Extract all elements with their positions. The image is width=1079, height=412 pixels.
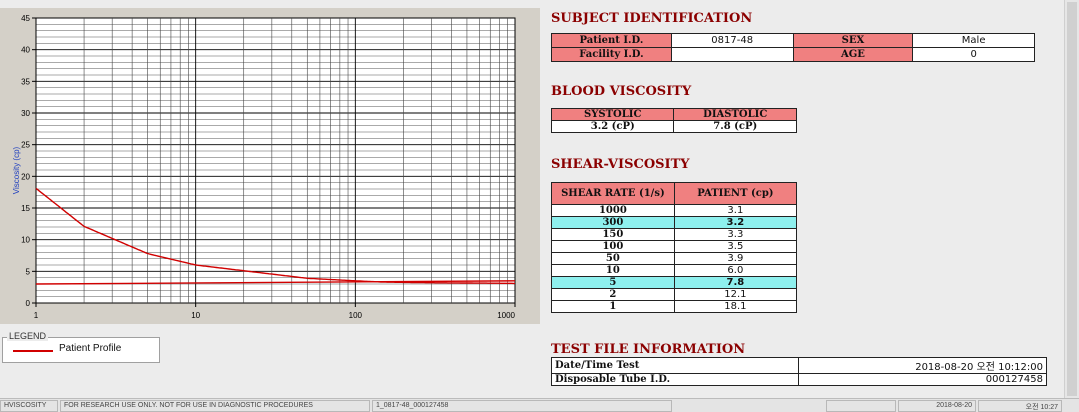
patient-cp-cell: 6.0 (673, 264, 798, 277)
y-tick-label: 30 (21, 109, 30, 118)
shear-row: 2 12.1 (551, 288, 798, 301)
subject-table: Patient I.D. 0817-48 SEX Male Facility I… (551, 33, 1035, 62)
plot-area (35, 17, 516, 304)
legend-title: LEGEND (7, 331, 49, 341)
patient-cp-cell: 3.3 (673, 228, 798, 241)
shear-viscosity-title: SHEAR-VISCOSITY (551, 157, 690, 172)
y-tick-label: 40 (21, 46, 30, 55)
series-line-1 (35, 280, 516, 285)
status-app: HVISCOSITY (0, 400, 58, 412)
legend-swatch-patient-profile (13, 350, 53, 352)
legend-label-patient-profile: Patient Profile (59, 343, 122, 354)
shear-rate-cell: 1 (551, 300, 675, 313)
status-notice: FOR RESEARCH USE ONLY. NOT FOR USE IN DI… (60, 400, 370, 412)
disposable-tube-label: Disposable Tube I.D. (550, 373, 800, 386)
legend: LEGEND Patient Profile (2, 331, 160, 363)
shear-rate-cell: 300 (551, 216, 675, 229)
test-file-information-title: TEST FILE INFORMATION (551, 342, 746, 357)
age-label: AGE (792, 47, 914, 62)
shear-viscosity-table: SHEAR RATE (1/s) PATIENT (cp) 1000 3.1 300… (551, 182, 798, 313)
sex-value: Male (912, 33, 1035, 48)
patient-cp-cell: 3.2 (673, 216, 798, 229)
x-tick-label: 100 (349, 311, 363, 320)
scrollbar-thumb[interactable] (1067, 2, 1077, 396)
shear-rate-cell: 50 (551, 252, 675, 265)
systolic-value: 3.2 (cP) (550, 120, 675, 133)
blood-viscosity-table: SYSTOLIC DIASTOLIC 3.2 (cP) 7.8 (cP) (550, 108, 797, 133)
shear-row: 300 3.2 (551, 216, 798, 229)
shear-rate-cell: 2 (551, 288, 675, 301)
vertical-scrollbar[interactable] (1064, 0, 1079, 398)
diastolic-value: 7.8 (cP) (673, 120, 797, 133)
patient-id-value: 0817-48 (670, 33, 794, 48)
shear-rate-cell: 150 (551, 228, 675, 241)
shear-row: 1 18.1 (551, 300, 798, 313)
shear-rate-cell: 5 (551, 276, 675, 289)
x-axis-label: Shear Rate (1/s) (246, 323, 305, 324)
subject-identification-title: SUBJECT IDENTIFICATION (551, 11, 753, 26)
patient-cp-cell: 3.1 (673, 204, 798, 217)
y-tick-label: 45 (21, 14, 30, 23)
facility-id-label: Facility I.D. (551, 47, 672, 62)
patient-cp-cell: 7.8 (673, 276, 798, 289)
shear-rate-cell: 100 (551, 240, 675, 253)
y-tick-label: 15 (21, 204, 30, 213)
shear-row: 50 3.9 (551, 252, 798, 265)
y-tick-label: 10 (21, 236, 30, 245)
shear-rate-cell: 1000 (551, 204, 675, 217)
patient-cp-header: PATIENT (cp) (673, 182, 798, 205)
viscosity-chart-panel: 0 5 10 15 20 25 30 35 40 45 1 10 100 1000 Shear Rate (… (0, 8, 540, 324)
y-tick-label: 20 (21, 172, 30, 181)
patient-cp-cell: 3.9 (673, 252, 798, 265)
diastolic-label: DIASTOLIC (673, 108, 797, 121)
shear-rate-header: SHEAR RATE (1/s) (551, 182, 675, 205)
series-line-0 (35, 187, 515, 285)
systolic-label: SYSTOLIC (550, 108, 675, 121)
x-tick-label: 1 (34, 311, 39, 320)
patient-cp-cell: 3.5 (673, 240, 798, 253)
y-tick-label: 5 (26, 267, 31, 276)
y-tick-label: 0 (26, 299, 31, 308)
blood-viscosity-title: BLOOD VISCOSITY (551, 84, 692, 99)
facility-id-value (670, 47, 794, 62)
patient-cp-cell: 18.1 (673, 300, 798, 313)
shear-rate-cell: 10 (551, 264, 675, 277)
viscosity-chart: 0 5 10 15 20 25 30 35 40 45 1 10 100 1000 Shear Rate (… (12, 14, 516, 324)
x-tick-label: 1000 (497, 311, 515, 320)
age-value: 0 (912, 47, 1035, 62)
status-bar: HVISCOSITY FOR RESEARCH USE ONLY. NOT FO… (0, 398, 1079, 412)
axes: 0 5 10 15 20 25 30 35 40 45 1 10 100 1000 Shear Rate (… (12, 14, 516, 324)
y-axis-label: Viscosity (cp) (12, 146, 21, 194)
test-file-table: Date/Time Test 2018-08-20 오전 10:12:00 Di… (550, 357, 1047, 386)
shear-row: 10 6.0 (551, 264, 798, 277)
grid (35, 17, 516, 304)
status-date: 2018-08-20 (898, 400, 976, 412)
patient-cp-cell: 12.1 (673, 288, 798, 301)
status-empty (826, 400, 896, 412)
date-time-label: Date/Time Test (550, 357, 800, 374)
shear-rows: 1000 3.1 300 3.2 150 3.3 100 3.5 50 3.9 10 6.0 5 7.8 2… (551, 204, 798, 313)
shear-row: 150 3.3 (551, 228, 798, 241)
shear-row: 100 3.5 (551, 240, 798, 253)
shear-row: 1000 3.1 (551, 204, 798, 217)
x-tick-label: 10 (191, 311, 200, 320)
disposable-tube-value: 000127458 (798, 373, 1047, 386)
series (35, 187, 516, 285)
date-time-value: 2018-08-20 오전 10:12:00 (798, 357, 1047, 374)
sex-label: SEX (792, 33, 914, 48)
y-tick-label: 25 (21, 141, 30, 150)
y-tick-label: 35 (21, 77, 30, 86)
patient-id-label: Patient I.D. (551, 33, 672, 48)
shear-row: 5 7.8 (551, 276, 798, 289)
status-time: 오전 10:27 (978, 400, 1062, 412)
status-file: 1_0817-48_000127458 (372, 400, 672, 412)
